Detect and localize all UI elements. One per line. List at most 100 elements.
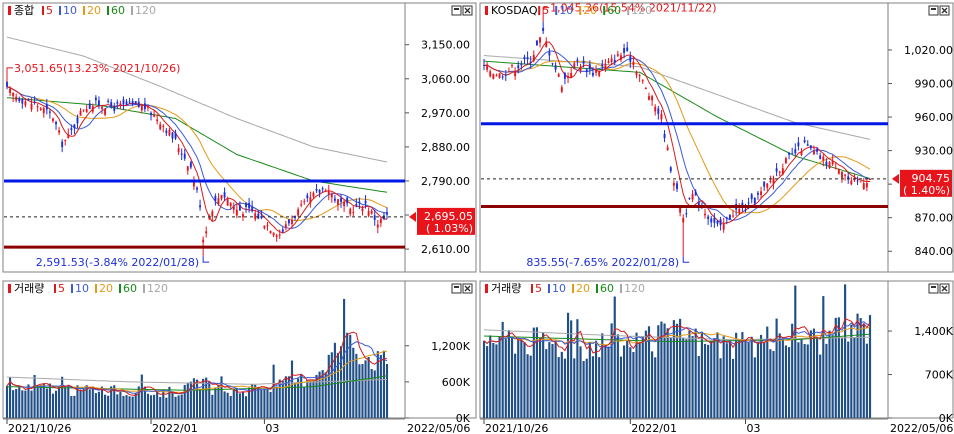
volume-bar — [523, 342, 526, 418]
candle-body — [315, 188, 318, 191]
candle-body — [753, 197, 756, 204]
volume-bar — [70, 395, 73, 418]
legend-marker-icon — [485, 284, 488, 293]
volume-ma10-line — [483, 321, 871, 350]
candle-body — [147, 105, 149, 108]
candle-body — [30, 103, 33, 110]
candle-body — [548, 52, 551, 56]
close-button[interactable] — [939, 5, 950, 16]
candle-body — [367, 211, 370, 216]
candle-body — [704, 213, 706, 216]
candle-body — [165, 130, 168, 133]
kosdaq-volume-panel[interactable]: 0K 700K 1,400K 거래량 5 10 20 60 120 — [479, 280, 954, 425]
candle-body — [306, 195, 309, 199]
y-tick-label: 1,020.00 — [904, 44, 953, 57]
legend-ma10-swatch — [71, 284, 73, 293]
volume-bar — [601, 333, 604, 418]
candle-body — [300, 204, 303, 206]
close-button[interactable] — [462, 5, 473, 16]
close-button[interactable] — [939, 283, 950, 294]
chart-legend: 거래량 5 10 20 60 120 — [8, 282, 168, 295]
volume-bar — [538, 337, 542, 418]
candle-body — [532, 54, 535, 61]
volume-bar — [61, 376, 64, 418]
volume-bar — [551, 344, 554, 418]
volume-bar — [672, 320, 675, 418]
volume-bar — [840, 338, 844, 418]
volume-bar — [517, 340, 520, 418]
volume-bar — [831, 335, 834, 418]
candle-body — [769, 180, 772, 182]
legend-ma120-swatch — [627, 6, 630, 15]
legend-ma60-swatch — [603, 6, 606, 15]
volume-bar — [560, 351, 563, 418]
candle-body — [781, 168, 784, 175]
candle-body — [18, 98, 21, 102]
candle-body — [183, 153, 186, 159]
maximize-icon[interactable] — [928, 283, 939, 294]
maximize-icon[interactable] — [451, 283, 462, 294]
volume-bar — [520, 340, 523, 418]
y-tick-label: 3,060.00 — [421, 73, 470, 86]
maximize-icon[interactable] — [451, 5, 462, 16]
candle-body — [822, 156, 825, 161]
volume-bar — [492, 342, 495, 418]
volume-bar — [526, 354, 529, 418]
candle-body — [346, 197, 349, 204]
y-tick-label: 3,150.00 — [421, 39, 470, 52]
maximize-icon[interactable] — [928, 5, 939, 16]
candle-body — [557, 74, 560, 77]
volume-bar — [853, 337, 856, 418]
volume-bar — [385, 363, 389, 418]
kospi-price-panel[interactable]: 3,051.65(13.23% 2021/10/26) 2,591.53(-3.8… — [2, 2, 477, 273]
legend-ma120-label: 120 — [631, 4, 652, 17]
legend-ma5-label: 5 — [542, 4, 549, 17]
volume-bar — [45, 388, 48, 418]
volume-bar — [232, 389, 235, 418]
legend-ma10-label: 10 — [559, 4, 573, 17]
volume-bar — [554, 341, 557, 418]
kosdaq-price-panel[interactable]: 1,045.36(15.54% 2021/11/22) 835.55(-7.65%… — [479, 2, 954, 273]
volume-bar — [113, 385, 116, 418]
high-annotation: 3,051.65(13.23% 2021/10/26) — [14, 62, 180, 75]
candle-body — [514, 70, 517, 77]
volume-bar — [281, 381, 284, 418]
date-end-label: 2022/05/06 — [407, 422, 470, 434]
maximize-button[interactable] — [928, 283, 939, 294]
candle-body — [171, 132, 174, 139]
volume-bar — [682, 338, 685, 418]
volume-bar — [576, 319, 579, 418]
maximize-button[interactable] — [451, 5, 462, 16]
current-price-badge — [417, 207, 475, 235]
close-button[interactable] — [462, 283, 473, 294]
volume-bar — [812, 328, 816, 418]
low-annotation: 2,591.53(-3.84% 2022/01/28) — [36, 256, 199, 269]
volume-bar — [177, 395, 180, 418]
volume-bar — [140, 374, 143, 418]
candle-body — [321, 188, 324, 190]
volume-bar — [535, 327, 539, 418]
volume-bar — [202, 378, 205, 418]
candle-body — [775, 168, 778, 172]
candle-body — [309, 197, 312, 203]
candle-body — [343, 201, 346, 207]
candle-body — [526, 57, 529, 59]
candle-body — [738, 208, 741, 214]
volume-bar — [297, 378, 300, 418]
legend-ma120-swatch — [143, 284, 145, 293]
candle-body — [722, 223, 725, 230]
low-annotation: 835.55(-7.65% 2022/01/28) — [526, 256, 679, 269]
candle-body — [70, 128, 73, 131]
volume-bar — [333, 342, 336, 418]
maximize-button[interactable] — [451, 283, 462, 294]
candle-body — [588, 64, 591, 70]
legend-ma120-swatch — [131, 6, 133, 15]
candle-body — [644, 88, 647, 90]
kospi-volume-panel[interactable]: 0K 600K 1,200K 거래량 5 10 20 60 120 — [2, 280, 477, 425]
volume-bar — [211, 394, 214, 418]
volume-bar — [563, 358, 567, 418]
maximize-button[interactable] — [928, 5, 939, 16]
candle-body — [591, 72, 594, 76]
candle-body — [760, 191, 763, 195]
